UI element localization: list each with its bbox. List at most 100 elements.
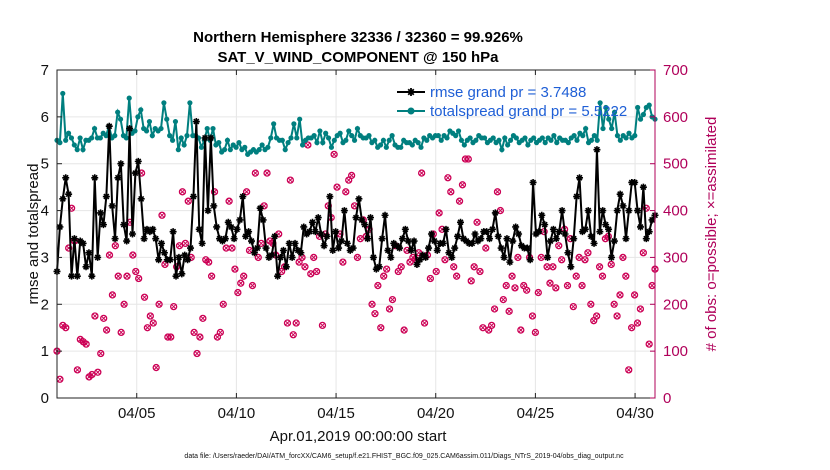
obs-point-circle <box>549 263 557 271</box>
obs-point-cross <box>620 254 626 260</box>
obs-point-cross <box>506 308 512 314</box>
totalspread-point <box>502 135 508 141</box>
obs-point-circle <box>100 314 108 322</box>
totalspread-point <box>285 140 291 146</box>
obs-point-circle <box>441 256 449 264</box>
obs-point-cross <box>130 252 136 258</box>
obs-point-cross <box>512 285 518 291</box>
totalspread-point <box>115 109 121 115</box>
rmse-point <box>639 183 647 191</box>
rmse-point <box>483 228 491 236</box>
rmse-point <box>509 237 517 245</box>
totalspread-point <box>614 133 621 139</box>
rmse-point <box>187 244 195 252</box>
obs-point-circle <box>199 314 207 322</box>
obs-point-circle <box>158 211 166 219</box>
totalspread-point <box>539 135 545 141</box>
obs-point-cross <box>573 273 579 279</box>
obs-point-cross <box>171 304 177 310</box>
obs-point <box>595 263 604 271</box>
rmse-point <box>422 253 430 261</box>
rmse-point <box>155 256 163 264</box>
y-tick-label: 0 <box>41 390 49 407</box>
x-tick-label: 04/15 <box>317 405 355 422</box>
obs-point <box>435 209 443 217</box>
totalspread-point <box>467 135 473 141</box>
totalspread-point <box>117 116 124 122</box>
rmse-point <box>131 169 139 177</box>
obs-point <box>639 249 647 257</box>
obs-point-cross <box>378 325 384 331</box>
obs-point-cross <box>308 271 314 277</box>
rmse-point <box>271 232 279 240</box>
rmse-point <box>549 225 557 233</box>
obs-point-cross <box>188 254 194 260</box>
obs-point-circle <box>312 267 321 276</box>
rmse-point <box>88 272 96 280</box>
obs-point <box>117 328 125 337</box>
obs-point-circle <box>531 328 540 337</box>
rmse-point <box>578 228 586 236</box>
rmse-point <box>616 190 624 198</box>
rmse-point <box>73 272 81 280</box>
obs-point-circle <box>184 197 192 205</box>
rmse-point <box>210 202 218 210</box>
rmse-point <box>105 122 113 130</box>
obs-point-circle <box>514 253 522 262</box>
rmse-point <box>111 235 119 243</box>
obs-point-cross <box>649 282 655 289</box>
legend-rmse-label: rmse grand pr = 3.7488 <box>430 84 586 101</box>
rmse-point <box>497 244 505 252</box>
totalspread-point <box>123 135 129 141</box>
obs-point-cross <box>503 282 509 289</box>
obs-point <box>546 279 554 287</box>
rmse-point <box>227 223 235 231</box>
obs-point-circle <box>289 331 297 339</box>
obs-point <box>417 169 426 177</box>
obs-point <box>275 230 283 238</box>
obs-point-cross <box>538 254 544 260</box>
obs-point-cross <box>293 320 299 326</box>
totalspread-point <box>323 130 329 136</box>
rmse-point <box>149 225 157 233</box>
obs-point <box>307 270 315 278</box>
rmse-point <box>152 235 160 243</box>
totalspread-point <box>294 135 300 141</box>
obs-point-cross <box>235 290 241 296</box>
obs-point-circle <box>140 293 149 301</box>
obs-point <box>181 239 190 248</box>
obs-point-cross <box>421 320 428 326</box>
rmse-point <box>320 242 328 250</box>
obs-point <box>135 274 143 283</box>
rmse-point <box>567 263 575 271</box>
obs-point-cross <box>147 313 153 319</box>
obs-point <box>569 302 577 311</box>
obs-point-cross <box>141 294 148 300</box>
rmse-point <box>175 253 183 261</box>
obs-point-circle <box>622 272 630 280</box>
obs-point <box>450 263 458 271</box>
rmse-point <box>625 207 633 215</box>
obs-point <box>123 272 131 280</box>
totalspread-point <box>77 135 83 141</box>
obs-point-circle <box>482 244 490 252</box>
obs-point <box>479 324 487 332</box>
obs-point <box>333 183 341 191</box>
obs-point-cross <box>468 278 474 284</box>
obs-point <box>199 314 207 322</box>
obs-point <box>289 331 297 339</box>
rmse-point <box>317 230 325 238</box>
y-tick-label: 5 <box>41 156 49 173</box>
obs-point-circle <box>502 281 510 290</box>
obs-point-cross <box>261 203 267 209</box>
obs-point-circle <box>417 169 426 177</box>
rmse-point <box>372 265 380 273</box>
obs-point-cross <box>351 203 358 209</box>
rmse-point <box>546 237 554 245</box>
obs-point <box>517 326 525 334</box>
obs-point-circle <box>73 366 82 374</box>
y-tick-label: 4 <box>41 203 49 220</box>
rmse-point <box>398 235 406 243</box>
totalspread-point <box>626 130 632 136</box>
obs-point-circle <box>493 188 502 196</box>
